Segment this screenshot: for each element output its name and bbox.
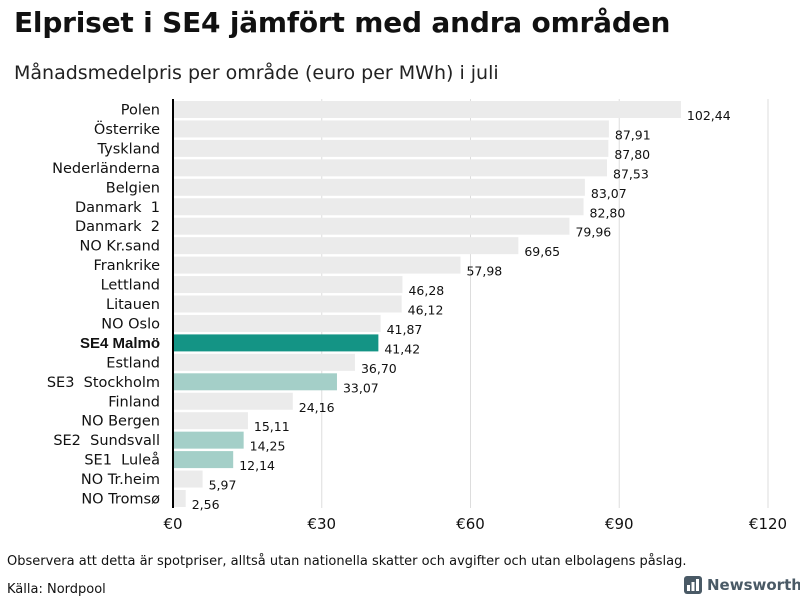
x-tick-label: €90 [605,515,634,533]
category-label: Österrike [94,120,160,138]
bar [173,373,337,391]
value-label: 33,07 [343,380,379,395]
bar [173,101,681,118]
bar [173,178,585,196]
bar [173,431,244,449]
category-label: Polen [121,103,160,119]
category-label: Litauen [106,297,160,313]
bar [173,353,355,371]
x-tick-label: €60 [456,515,485,533]
chart-subtitle: Månadsmedelpris per område (euro per MWh… [14,62,499,84]
value-label: 5,97 [209,478,237,493]
category-label: NO Oslo [101,316,160,332]
category-label: SE3 Stockholm [47,375,160,391]
category-label: Danmark 1 [75,200,160,216]
category-label: Nederländerna [52,161,160,177]
value-label: 69,65 [524,244,560,259]
value-label: 79,96 [575,225,611,240]
newsworthy-logo-icon [684,576,702,594]
value-label: 82,80 [590,205,626,220]
bar [173,470,203,488]
bar [173,198,584,216]
bar [173,392,293,410]
value-label: 102,44 [687,108,731,123]
bar [173,412,248,430]
value-label: 15,11 [254,419,290,434]
value-label: 83,07 [591,186,627,201]
category-label: NO Bergen [81,414,160,430]
category-label: SE4 Malmö [80,335,160,352]
bars [173,101,681,507]
category-label: NO Kr.sand [80,239,160,255]
value-label: 46,28 [408,283,444,298]
footnote: Observera att detta är spotpriser, allts… [7,554,687,569]
bar [173,217,570,235]
value-label: 41,42 [384,341,420,356]
category-label: SE1 Luleå [84,452,160,469]
value-labels: 102,44 87,91 87,80 87,53 83,07 82,80 79,96 69,6… [192,108,731,512]
bar [173,295,402,313]
category-label: SE2 Sundsvall [53,433,160,449]
bar [173,159,608,177]
source-label: Källa: Nordpool [7,582,106,597]
category-label: Belgien [106,180,160,196]
bar [173,451,234,469]
x-tick-label: €30 [307,515,336,533]
x-axis-ticks: €0 €30 €60 €90 €120 [163,515,787,533]
bar [173,237,519,255]
bar [173,490,186,507]
bar [173,139,609,157]
bar [173,120,609,138]
value-label: 87,91 [615,127,651,142]
bar [173,276,403,294]
value-label: 41,87 [387,322,423,337]
page-title: Elpriset i SE4 jämfört med andra områden [14,6,671,39]
value-label: 46,12 [408,303,444,318]
newsworthy-logo: Newsworthy [684,576,800,594]
bar [173,256,461,274]
value-label: 14,25 [250,439,286,454]
category-label: Danmark 2 [75,219,160,235]
value-label: 87,80 [614,147,650,162]
category-label: NO Tr.heim [81,472,160,488]
brand-name: Newsworthy [707,576,800,594]
value-label: 87,53 [613,166,649,181]
value-label: 24,16 [299,400,335,415]
value-label: 2,56 [192,497,220,512]
value-label: 12,14 [239,458,275,473]
category-label: Frankrike [93,258,160,274]
bar [173,314,381,332]
category-label: Finland [108,394,160,410]
x-tick-label: €0 [163,515,182,533]
value-label: 36,70 [361,361,397,376]
value-label: 57,98 [466,264,502,279]
category-label: NO Tromsø [81,492,160,508]
category-label: Tyskland [97,141,160,157]
bar [173,334,379,352]
category-label: Lettland [101,278,160,294]
x-tick-label: €120 [749,515,787,533]
category-label: Estland [106,355,160,371]
